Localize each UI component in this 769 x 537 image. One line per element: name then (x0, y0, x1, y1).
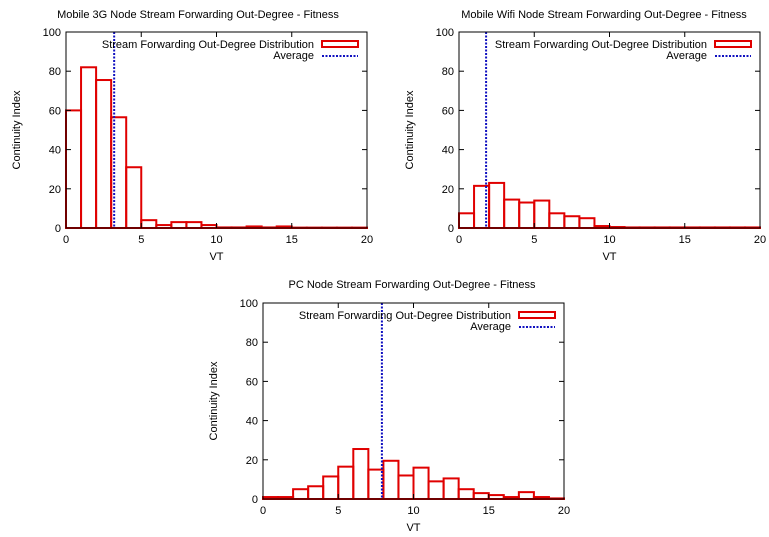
x-tick-label: 15 (483, 505, 495, 517)
y-tick-label: 40 (49, 145, 61, 157)
y-tick-label: 0 (448, 223, 454, 235)
y-tick-label: 40 (442, 145, 454, 157)
histogram-bar (503, 198, 521, 230)
x-tick-label: 20 (558, 505, 570, 517)
chart-title: PC Node Stream Forwarding Out-Degree - F… (289, 279, 536, 291)
chart-title: Mobile 3G Node Stream Forwarding Out-Deg… (57, 9, 339, 21)
histogram-bar (518, 201, 536, 230)
y-tick-label: 80 (442, 66, 454, 78)
y-tick-label: 60 (442, 105, 454, 117)
y-tick-label: 20 (49, 184, 61, 196)
x-tick-label: 15 (679, 234, 691, 246)
legend-label-average: Average (666, 50, 707, 62)
y-tick-label: 20 (442, 184, 454, 196)
y-axis-label: Continuity Index (404, 90, 416, 169)
histogram-bar (80, 66, 98, 229)
legend-swatch-distribution (714, 40, 752, 48)
y-tick-label: 60 (246, 376, 258, 388)
x-tick-label: 10 (603, 234, 615, 246)
histogram-bar (397, 474, 415, 501)
y-tick-label: 100 (240, 298, 258, 310)
legend-swatch-distribution (321, 40, 359, 48)
legend-label-distribution: Stream Forwarding Out-Degree Distributio… (102, 39, 314, 51)
histogram-bar (337, 465, 355, 501)
legend-label-distribution: Stream Forwarding Out-Degree Distributio… (299, 310, 511, 322)
legend-swatch-distribution (518, 311, 556, 319)
legend-label-distribution: Stream Forwarding Out-Degree Distributio… (495, 39, 707, 51)
histogram-bar (578, 217, 596, 229)
histogram-bar (533, 199, 551, 229)
histogram-bar (563, 215, 581, 230)
x-tick-label: 10 (210, 234, 222, 246)
histogram-bar (442, 477, 460, 501)
x-tick-label: 0 (63, 234, 69, 246)
x-tick-label: 0 (456, 234, 462, 246)
y-tick-label: 80 (246, 337, 258, 349)
y-axis-label: Continuity Index (208, 361, 220, 440)
y-tick-label: 100 (436, 27, 454, 39)
histogram-bar (458, 212, 476, 230)
legend-label-average: Average (470, 321, 511, 333)
x-tick-label: 10 (407, 505, 419, 517)
histogram-bar (307, 485, 325, 501)
chart-3g-panel: Mobile 3G Node Stream Forwarding Out-Deg… (11, 9, 373, 263)
chart-pc-panel: PC Node Stream Forwarding Out-Degree - F… (208, 279, 570, 534)
x-axis-label: VT (209, 251, 223, 263)
histogram-bar (427, 480, 445, 500)
y-tick-label: 20 (246, 455, 258, 467)
y-axis-label: Continuity Index (11, 90, 23, 169)
legend-label-average: Average (273, 50, 314, 62)
histogram-bar (488, 181, 506, 229)
histogram-bar (412, 466, 430, 501)
histogram-bar (367, 468, 385, 501)
histogram-bar (185, 221, 203, 229)
histogram-bar (65, 109, 83, 229)
x-tick-label: 15 (286, 234, 298, 246)
y-tick-label: 60 (49, 105, 61, 117)
histogram-bar (352, 448, 370, 500)
y-tick-label: 80 (49, 66, 61, 78)
histogram-bar (517, 491, 535, 501)
x-axis-label: VT (602, 251, 616, 263)
histogram-bar (382, 459, 400, 500)
x-tick-label: 0 (260, 505, 266, 517)
chart-wifi-panel: Mobile Wifi Node Stream Forwarding Out-D… (404, 9, 766, 263)
histogram-bar (322, 475, 340, 500)
histogram-bar (140, 219, 158, 230)
histogram-bar (95, 79, 113, 229)
y-tick-label: 40 (246, 416, 258, 428)
x-tick-label: 5 (138, 234, 144, 246)
x-tick-label: 5 (531, 234, 537, 246)
histogram-bar (472, 492, 490, 500)
histogram-bar (487, 494, 505, 500)
histogram-bar (548, 212, 566, 230)
histogram-bar (292, 488, 310, 501)
y-tick-label: 0 (55, 223, 61, 235)
chart-title: Mobile Wifi Node Stream Forwarding Out-D… (461, 9, 747, 21)
histogram-bar (457, 488, 475, 501)
histogram-bar (125, 166, 143, 230)
y-tick-label: 100 (43, 27, 61, 39)
x-axis-label: VT (406, 522, 420, 534)
x-tick-label: 20 (361, 234, 373, 246)
x-tick-label: 20 (754, 234, 766, 246)
y-tick-label: 0 (252, 494, 258, 506)
histogram-bar (170, 221, 188, 229)
x-tick-label: 5 (335, 505, 341, 517)
